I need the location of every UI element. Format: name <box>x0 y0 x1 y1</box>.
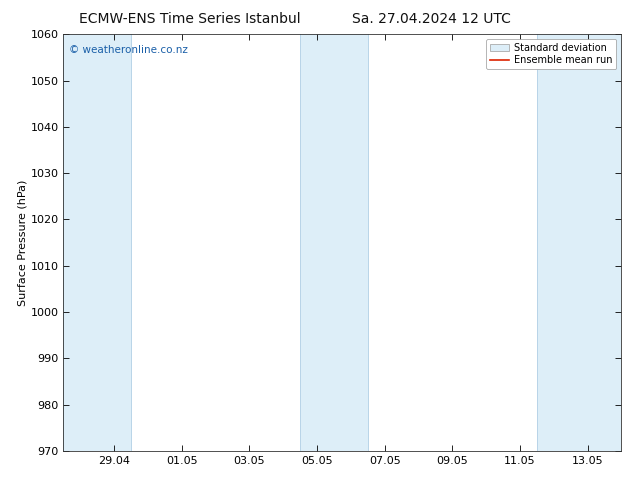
Legend: Standard deviation, Ensemble mean run: Standard deviation, Ensemble mean run <box>486 39 616 69</box>
Y-axis label: Surface Pressure (hPa): Surface Pressure (hPa) <box>18 179 28 306</box>
Bar <box>537 34 621 451</box>
Bar <box>300 34 368 451</box>
Text: Sa. 27.04.2024 12 UTC: Sa. 27.04.2024 12 UTC <box>352 12 510 26</box>
Text: © weatheronline.co.nz: © weatheronline.co.nz <box>69 45 188 55</box>
Text: ECMW-ENS Time Series Istanbul: ECMW-ENS Time Series Istanbul <box>79 12 301 26</box>
Bar <box>63 34 131 451</box>
